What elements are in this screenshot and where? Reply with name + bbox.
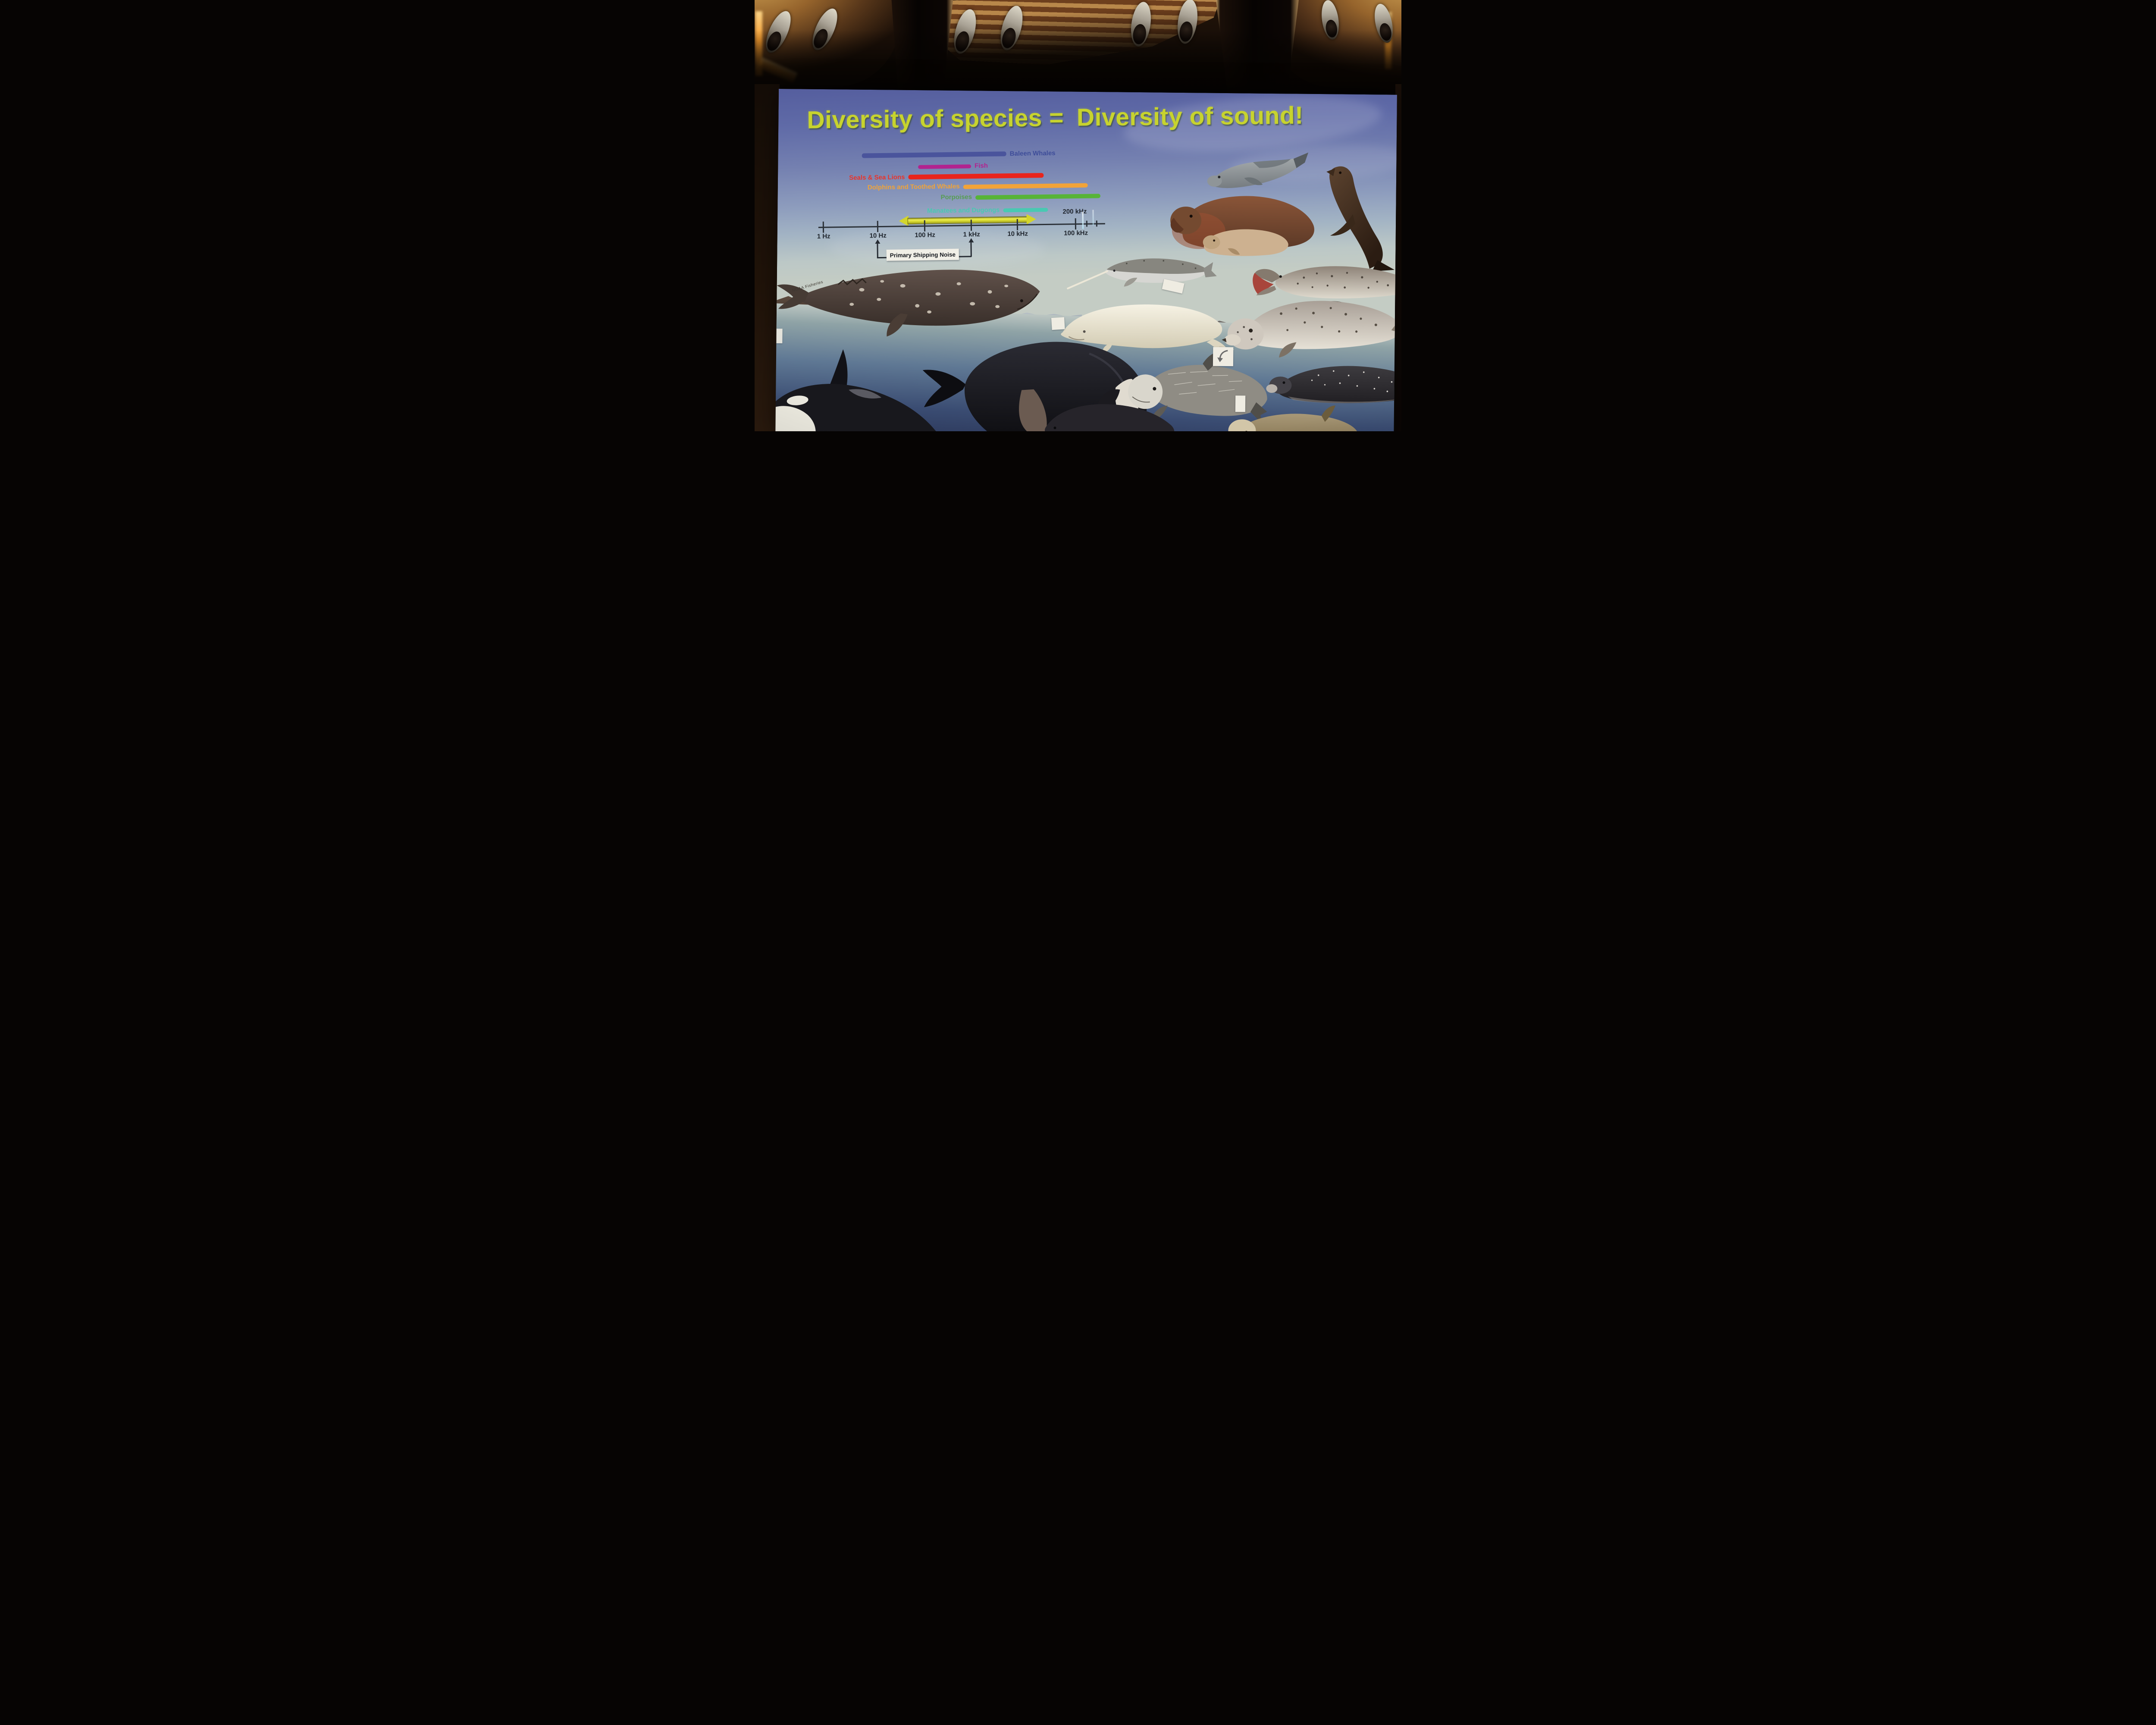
pale-belly [1288,396,1397,403]
projection-screen: Diversity of species =Diversity of sound… [775,89,1397,431]
eye [1282,381,1285,384]
pectoral-fin [1019,389,1047,431]
bent-arrow-icon [1217,350,1228,362]
tail-flukes [1250,402,1267,424]
conference-room-ceiling [755,0,1401,100]
gray-seal-illustration [1207,152,1309,188]
muzzle [1326,168,1335,176]
gray-whale-illustration [777,270,1040,337]
tail-flukes [922,370,966,408]
mottled-back [1106,258,1209,274]
eye [1113,270,1116,272]
eye [1279,275,1282,278]
eye [1189,214,1193,218]
dorsal-fin [1321,405,1336,422]
room-wall-left [755,84,780,431]
spots [1297,272,1389,289]
eye [1020,299,1023,302]
mouth-line [1132,396,1150,403]
saddle-patch [849,389,882,398]
mouth-line [1068,336,1084,341]
harbor-seal-illustration [1222,301,1397,358]
white-mottling [849,280,1009,318]
eye [1053,427,1056,430]
pale-head [1228,419,1256,431]
eye [1218,176,1221,179]
room-wall-right [1395,84,1401,431]
pilot-whale-illustration [1045,389,1175,431]
photo-vignette [775,89,1397,431]
fore-flipper [1330,214,1356,236]
hind-flippers [1293,152,1309,168]
ceiling-shadow [755,0,1401,100]
spots [1280,307,1377,333]
eye [1339,171,1342,174]
muzzle [1266,384,1278,393]
eye [1249,329,1253,333]
speckles [1126,260,1197,269]
tail-flukes [777,284,809,309]
eye-patch [787,395,808,405]
photo-of-projection-screen: Diversity of species =Diversity of sound… [755,0,1401,431]
beaked-whale-illustration [1228,405,1358,431]
dorsal-knuckles [837,278,867,285]
white-speckles [1311,370,1393,392]
ribbon-seal-illustration [1266,366,1397,403]
pale-head [1128,374,1163,409]
tusk [1067,270,1109,289]
open-mouth [1253,273,1274,295]
orca-illustration [775,349,942,431]
pectoral-fin [887,313,908,337]
spotted-seal-calling-illustration [1253,266,1397,298]
seal-pup [1203,229,1288,256]
hind-flippers [1391,317,1397,334]
white-chin [775,406,816,431]
tail-flipper [1372,260,1395,272]
eye [1083,330,1086,333]
scratch-marks [1168,371,1242,395]
narwhal-illustration [1067,258,1217,289]
fur-seal-illustration [1326,166,1395,272]
white-arrow-box [1213,347,1234,367]
eye [1153,387,1156,391]
nose [1222,338,1227,342]
mouth-line [1017,294,1038,310]
tail-flukes [1203,262,1217,278]
elephant-seal-with-pup-illustration [1170,196,1314,256]
proboscis-nose [1170,217,1184,233]
